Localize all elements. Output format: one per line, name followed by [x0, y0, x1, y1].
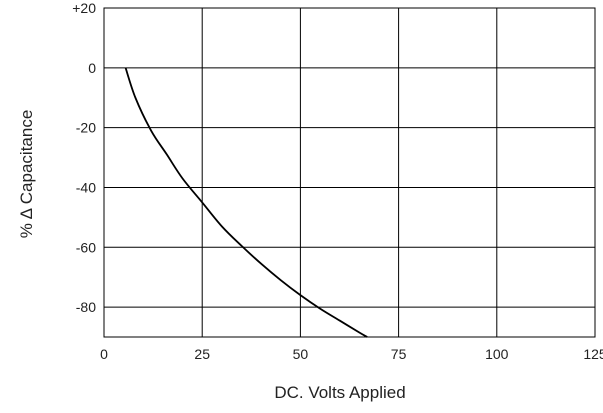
x-tick-label: 50: [293, 346, 309, 362]
y-tick-label: +20: [72, 0, 96, 16]
x-axis-label: DC. Volts Applied: [274, 383, 405, 402]
y-axis-label: % Δ Capacitance: [17, 110, 36, 239]
series-layer: [124, 67, 368, 338]
y-tick-label: 0: [88, 60, 96, 76]
y-tick-label: -80: [76, 299, 96, 315]
x-tick-labels: 0 25 50 75 100 125: [100, 346, 603, 362]
y-tick-label: -40: [76, 179, 96, 195]
plot-frame: [103, 7, 596, 338]
x-tick-label: 125: [583, 346, 603, 362]
x-tick-label: 75: [391, 346, 407, 362]
y-tick-labels: +20 0 -20 -40 -60 -80: [72, 0, 96, 315]
x-tick-label: 100: [485, 346, 509, 362]
y-tick-label: -60: [76, 239, 96, 255]
x-tick-label: 0: [100, 346, 108, 362]
x-tick-label: 25: [194, 346, 210, 362]
y-tick-label: -20: [76, 120, 96, 136]
series-line: [124, 67, 368, 338]
